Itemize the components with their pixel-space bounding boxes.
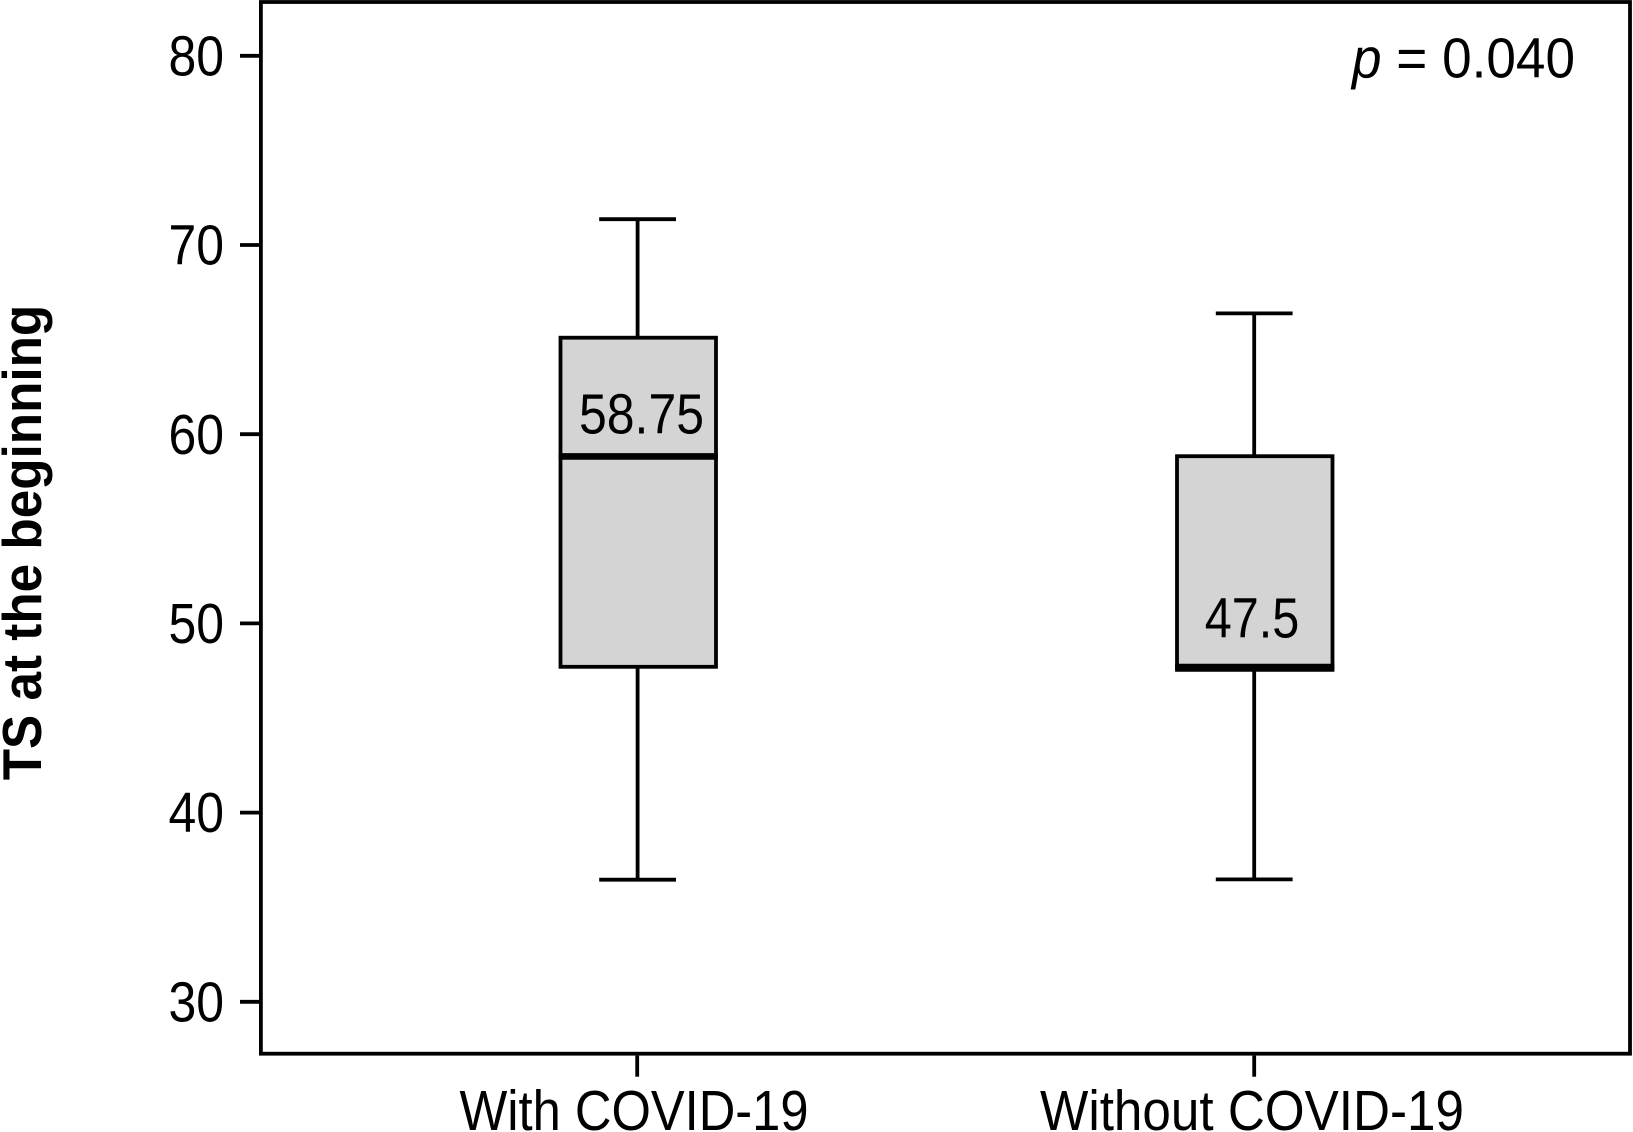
svg-text:p = 0.040: p = 0.040 (1350, 27, 1575, 91)
svg-text:Without COVID-19: Without COVID-19 (1040, 1079, 1464, 1132)
svg-text:47.5: 47.5 (1205, 587, 1300, 651)
svg-text:60: 60 (169, 403, 225, 467)
svg-text:With COVID-19: With COVID-19 (460, 1079, 809, 1132)
svg-text:40: 40 (169, 781, 225, 845)
svg-text:80: 80 (169, 24, 225, 88)
svg-text:70: 70 (169, 214, 225, 278)
svg-text:TS at the beginning: TS at the beginning (0, 305, 53, 781)
svg-text:50: 50 (169, 592, 225, 656)
svg-text:58.75: 58.75 (579, 383, 704, 447)
svg-text:30: 30 (169, 970, 225, 1034)
